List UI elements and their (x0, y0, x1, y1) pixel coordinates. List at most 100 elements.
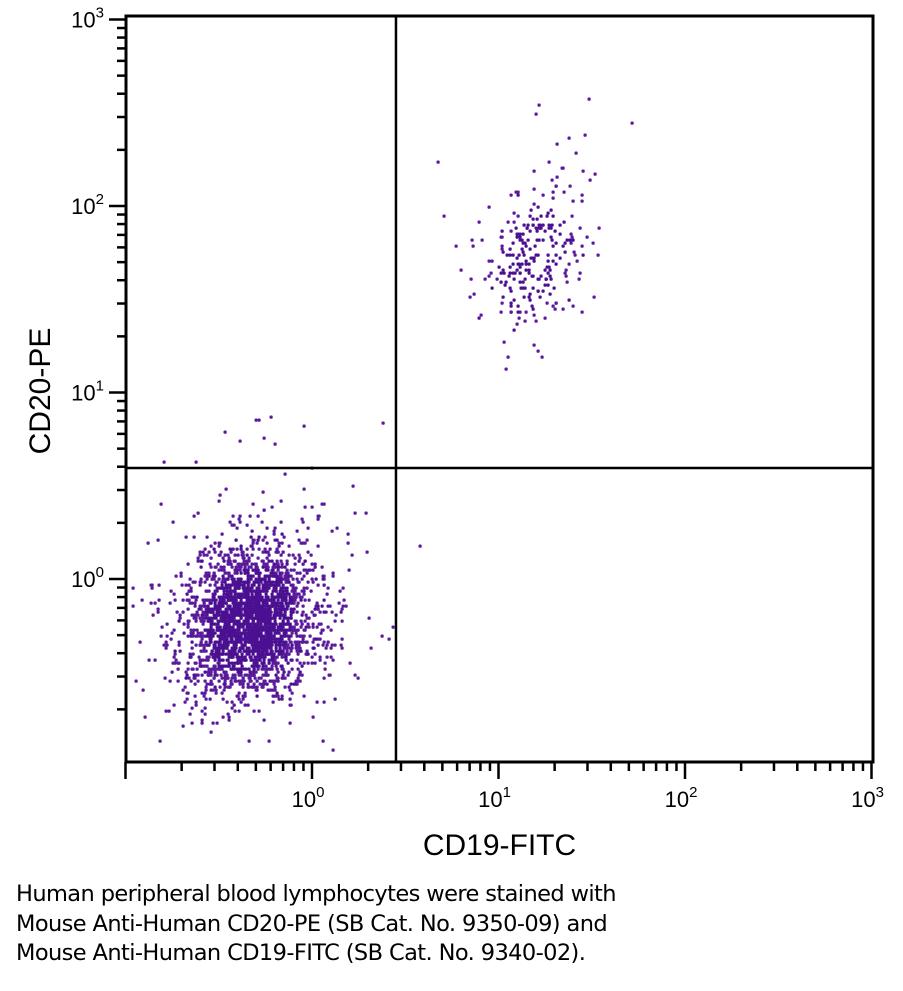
data-point-upper-right (580, 193, 584, 197)
data-point-lower-left (217, 643, 221, 647)
data-point-lower-left (302, 487, 306, 491)
data-point-upper-right (541, 289, 545, 293)
data-point-lower-left (221, 649, 225, 653)
data-point-lower-left (264, 604, 268, 608)
data-point-lower-left (277, 652, 281, 656)
data-point-lower-left (210, 577, 214, 581)
data-point-upper-right (512, 298, 516, 302)
data-point-lower-left (293, 619, 297, 623)
data-point-upper-right (551, 214, 555, 218)
data-point-lower-left (283, 628, 287, 632)
data-point-lower-left (250, 562, 254, 566)
data-point-lower-left (315, 625, 319, 629)
data-point-lower-left (171, 520, 175, 524)
data-point-lower-left (256, 607, 260, 611)
data-point-lower-left (184, 535, 188, 539)
data-point-lower-left (214, 691, 218, 695)
data-point-upper-right (558, 232, 562, 236)
data-point-lower-left (267, 739, 271, 743)
data-point-lower-left (210, 652, 214, 656)
data-point-lower-left (329, 655, 333, 659)
data-point-lower-left (214, 604, 218, 608)
data-point-lower-left (200, 691, 204, 695)
data-point-upper-right (536, 349, 540, 353)
data-point-lower-left (220, 580, 224, 584)
data-point-upper-right (525, 226, 529, 230)
data-point-lower-left (255, 694, 259, 698)
data-point-lower-left (217, 577, 221, 581)
data-point-lower-left (302, 661, 306, 665)
data-point-outlier (162, 460, 166, 464)
data-point-lower-left (273, 616, 277, 620)
data-point-lower-left (239, 598, 243, 602)
data-point-lower-left (231, 595, 235, 599)
data-point-lower-left (179, 574, 183, 578)
data-point-upper-right (487, 274, 491, 278)
data-point-upper-right (568, 238, 572, 242)
data-point-upper-right (536, 277, 540, 281)
data-point-lower-left (258, 589, 262, 593)
data-point-lower-left (205, 574, 209, 578)
data-point-lower-left (220, 583, 224, 587)
data-point-lower-left (282, 640, 286, 644)
data-point-lower-left (266, 643, 270, 647)
data-point-lower-left (185, 673, 189, 677)
data-point-lower-left (267, 559, 271, 563)
data-point-lower-left (311, 625, 315, 629)
data-point-lower-left (278, 646, 282, 650)
data-point-lower-left (273, 610, 277, 614)
data-point-lower-left (318, 610, 322, 614)
data-point-upper-right (563, 241, 567, 245)
data-point-lower-left (249, 622, 253, 626)
tick-base: 10 (71, 194, 95, 219)
data-point-upper-right (555, 142, 559, 146)
data-point-lower-left (256, 556, 260, 560)
x-axis: 100 101 102 103 (124, 762, 884, 812)
data-point-upper-right (583, 133, 587, 137)
data-point-lower-left (311, 640, 315, 644)
data-point-lower-left (172, 703, 176, 707)
data-point-lower-left (253, 589, 257, 593)
data-point-lower-left (301, 604, 305, 608)
data-point-lower-left (232, 622, 236, 626)
data-point-upper-right (516, 214, 520, 218)
data-point-lower-left (250, 604, 254, 608)
data-point-lower-left (298, 670, 302, 674)
data-point-outlier (273, 442, 277, 446)
data-point-lower-left (204, 589, 208, 593)
data-point-upper-right (501, 250, 505, 254)
data-point-lower-left (293, 640, 297, 644)
data-point-lower-left (281, 625, 285, 629)
data-point-lower-left (255, 613, 259, 617)
data-point-lower-left (350, 553, 354, 557)
data-point-lower-left (188, 712, 192, 716)
data-point-lower-left (226, 652, 230, 656)
data-point-lower-left (225, 628, 229, 632)
data-point-lower-left (307, 625, 311, 629)
data-point-lower-left (196, 613, 200, 617)
data-point-lower-left (226, 604, 230, 608)
data-point-lower-left (275, 691, 279, 695)
data-point-lower-left (202, 646, 206, 650)
data-point-lower-left (287, 637, 291, 641)
data-point-lower-left (223, 619, 227, 623)
data-point-lower-left (196, 511, 200, 515)
data-point-lower-left (280, 601, 284, 605)
data-point-lower-left (218, 628, 222, 632)
data-point-outlier (574, 151, 578, 155)
data-point-lower-left (261, 682, 265, 686)
data-point-lower-left (230, 574, 234, 578)
data-point-lower-left (235, 526, 239, 530)
data-point-lower-left (348, 661, 352, 665)
data-point-lower-left (247, 604, 251, 608)
data-point-lower-left (256, 538, 260, 542)
data-point-lower-left (196, 679, 200, 683)
data-point-lower-left (233, 583, 237, 587)
data-point-lower-left (213, 640, 217, 644)
data-point-upper-right (497, 265, 501, 269)
data-point-lower-left (318, 655, 322, 659)
data-point-lower-left (300, 673, 304, 677)
data-point-lower-left (300, 613, 304, 617)
data-point-upper-right (515, 322, 519, 326)
